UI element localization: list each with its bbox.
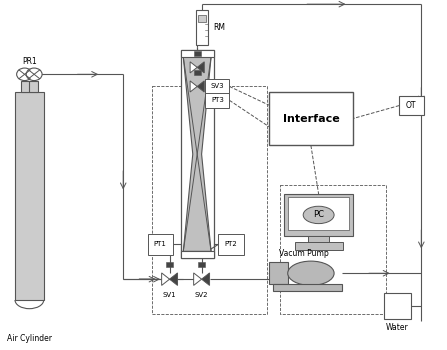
Bar bbox=[196, 10, 208, 45]
Bar bbox=[181, 50, 214, 258]
Bar bbox=[205, 93, 229, 108]
Bar bbox=[218, 234, 244, 255]
Bar bbox=[194, 70, 201, 75]
Polygon shape bbox=[197, 62, 204, 73]
Bar bbox=[269, 262, 287, 284]
Polygon shape bbox=[183, 57, 211, 251]
Circle shape bbox=[26, 68, 42, 80]
Bar bbox=[205, 79, 229, 94]
Polygon shape bbox=[194, 273, 202, 285]
Bar bbox=[308, 236, 329, 242]
Polygon shape bbox=[162, 273, 169, 285]
Bar bbox=[274, 284, 342, 290]
Polygon shape bbox=[202, 273, 210, 285]
Circle shape bbox=[17, 68, 33, 80]
Polygon shape bbox=[169, 273, 177, 285]
Bar bbox=[181, 50, 214, 57]
Bar bbox=[194, 51, 201, 56]
Bar bbox=[384, 293, 411, 319]
Bar bbox=[284, 194, 353, 236]
Text: SV2: SV2 bbox=[195, 292, 208, 298]
Text: PT3: PT3 bbox=[211, 97, 224, 103]
Text: PC: PC bbox=[313, 210, 324, 219]
Bar bbox=[181, 251, 214, 258]
Text: Air Cylinder: Air Cylinder bbox=[7, 334, 52, 343]
Text: Water: Water bbox=[386, 323, 409, 332]
Bar bbox=[269, 92, 353, 146]
Bar bbox=[15, 92, 44, 300]
Text: RM: RM bbox=[213, 23, 225, 32]
Ellipse shape bbox=[303, 206, 334, 224]
Text: OT: OT bbox=[406, 101, 417, 110]
Bar bbox=[288, 197, 350, 230]
Text: PT2: PT2 bbox=[224, 241, 237, 247]
Bar bbox=[148, 234, 173, 255]
Bar bbox=[21, 81, 38, 92]
Polygon shape bbox=[190, 62, 197, 73]
Text: PT1: PT1 bbox=[154, 241, 167, 247]
Text: SV1: SV1 bbox=[163, 292, 177, 298]
Bar bbox=[198, 262, 205, 267]
Text: SV3: SV3 bbox=[211, 83, 224, 90]
Text: PR1: PR1 bbox=[22, 57, 37, 65]
Bar bbox=[198, 15, 206, 22]
Text: Vacum Pump: Vacum Pump bbox=[279, 248, 329, 258]
Polygon shape bbox=[190, 81, 197, 92]
Bar bbox=[166, 262, 173, 267]
Ellipse shape bbox=[288, 261, 334, 285]
Polygon shape bbox=[197, 81, 204, 92]
Text: Interface: Interface bbox=[283, 114, 339, 124]
Bar bbox=[295, 242, 342, 250]
Bar bbox=[399, 96, 423, 115]
